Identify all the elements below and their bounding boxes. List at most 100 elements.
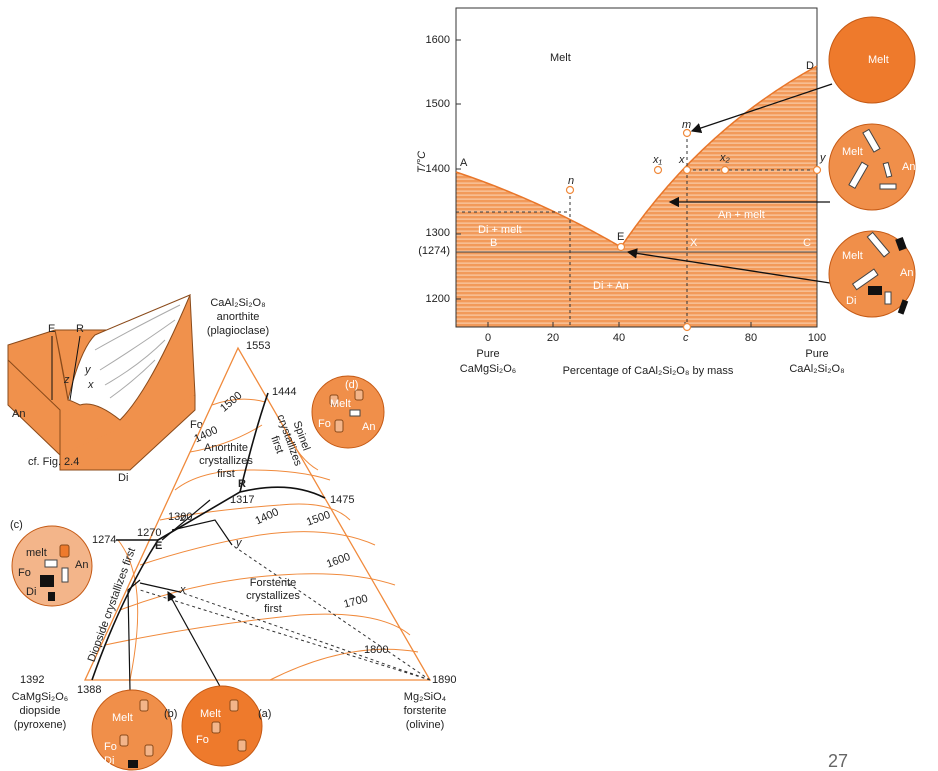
end-label: CaMgSi₂O₆	[460, 363, 516, 375]
texture-circle	[11, 525, 93, 607]
y-tick-label: (1274)	[418, 245, 450, 257]
field-label: Forsterite	[250, 577, 296, 589]
circle-label: An	[75, 559, 88, 571]
point-label: y	[819, 152, 827, 164]
texture-circle	[828, 16, 916, 104]
temperature-label: 1700	[342, 593, 369, 611]
point-label: D	[806, 60, 814, 72]
point-label: X	[690, 237, 698, 249]
temperature-label: 1392	[20, 674, 44, 686]
point-label: x	[678, 154, 685, 166]
apex-label: diopside	[20, 705, 61, 717]
block-label: y	[84, 364, 92, 376]
x-tick-label: 100	[808, 332, 826, 344]
apex-label: (pyroxene)	[14, 719, 67, 731]
temperature-label: 1553	[246, 340, 270, 352]
y-tick-label: 1500	[426, 98, 450, 110]
temperature-label: 1274	[92, 534, 116, 546]
end-label: Pure	[805, 348, 828, 360]
field-label: first	[264, 603, 282, 615]
point-label: R	[238, 478, 246, 490]
ternary-diagram: CaAl₂Si₂O₈ anorthite (plagioclase) CaMgS…	[10, 297, 456, 771]
x-axis-label: Percentage of CaAl₂Si₂O₈ by mass	[563, 365, 734, 377]
texture-circle	[828, 123, 916, 211]
field-label: first	[217, 468, 235, 480]
circle-label: Melt	[112, 712, 133, 724]
block-label: z	[63, 374, 70, 386]
field-label: Anorthite	[204, 442, 248, 454]
circle-label: Fo	[196, 734, 209, 746]
circle-label: Di	[26, 586, 36, 598]
block-label: cf. Fig. 2.4	[28, 456, 79, 468]
circle-label: Fo	[18, 567, 31, 579]
circle-label: Melt	[842, 146, 863, 158]
block-label: Di	[118, 472, 128, 484]
temperature-label: 1890	[432, 674, 456, 686]
apex-label: anorthite	[217, 311, 260, 323]
apex-label: forsterite	[404, 705, 447, 717]
point-label: m	[682, 119, 691, 131]
point-label: E	[155, 540, 162, 552]
temperature-label: 1475	[330, 494, 354, 506]
region-label: An + melt	[718, 209, 765, 221]
circle-label: Fo	[104, 741, 117, 753]
temperature-label: 1600	[325, 551, 352, 571]
circle-label: Melt	[200, 708, 221, 720]
apex-label: (plagioclase)	[207, 325, 269, 337]
points	[565, 128, 822, 332]
field-label: first	[268, 434, 285, 455]
block-label: E	[48, 323, 55, 335]
field-label: crystallizes	[199, 455, 253, 467]
y-tick-label: 1300	[426, 227, 450, 239]
circle-label: Melt	[868, 54, 889, 66]
texture-circle	[311, 375, 385, 449]
apex-label: Mg₂SiO₄	[404, 691, 447, 703]
field-label: crystallizes	[246, 590, 300, 602]
circle-label: Melt	[842, 250, 863, 262]
point-label: A	[460, 157, 468, 169]
block-diagram: E R y z x An Fo Di cf. Fig. 2.4	[7, 294, 203, 484]
block-label: Fo	[190, 419, 203, 431]
circle-label: Di	[104, 755, 114, 767]
apex-label: (olivine)	[406, 719, 445, 731]
circle-tag: (c)	[10, 519, 23, 531]
point-label: x₁	[652, 154, 663, 166]
crystallization-paths	[127, 499, 431, 691]
end-label: CaAl₂Si₂O₈	[789, 363, 844, 375]
texture-circle	[828, 230, 916, 318]
temperature-label: 1500	[305, 509, 332, 529]
temperature-label: 1500	[218, 390, 244, 415]
point-label: C	[803, 237, 811, 249]
circle-label: melt	[26, 547, 47, 559]
block-pointers	[51, 335, 81, 401]
arrows	[626, 83, 833, 284]
apex-label: CaMgSi₂O₆	[12, 691, 68, 703]
region-label: Melt	[550, 52, 571, 64]
point-label: x	[179, 584, 186, 596]
circle-tag: (a)	[258, 708, 271, 720]
block-label: R	[76, 323, 84, 335]
point-label: z	[179, 512, 186, 524]
x-tick-label: 80	[745, 332, 757, 344]
circle-tag: (b)	[164, 708, 177, 720]
point-label: x₂	[719, 152, 731, 164]
y-tick-label: 1400	[426, 163, 450, 175]
temperature-label: 1270	[137, 527, 161, 539]
apex-label: CaAl₂Si₂O₈	[210, 297, 265, 309]
end-label: Pure	[476, 348, 499, 360]
temperature-label: 1800	[364, 644, 388, 656]
circle-label: Di	[846, 295, 856, 307]
temperature-label: 1317	[230, 494, 254, 506]
guide-lines	[456, 133, 817, 327]
x-tick-label: 0	[485, 332, 491, 344]
temperature-label: 1444	[272, 386, 296, 398]
page-number: 27	[828, 751, 848, 771]
y-tick-label: 1200	[426, 293, 450, 305]
cotectic-lines	[91, 392, 326, 681]
circle-label: An	[902, 161, 915, 173]
circle-label: An	[900, 267, 913, 279]
region-label: Di + An	[593, 280, 629, 292]
point-label: y	[235, 537, 243, 549]
block-label: An	[12, 408, 25, 420]
y-tick-label: 1600	[426, 34, 450, 46]
